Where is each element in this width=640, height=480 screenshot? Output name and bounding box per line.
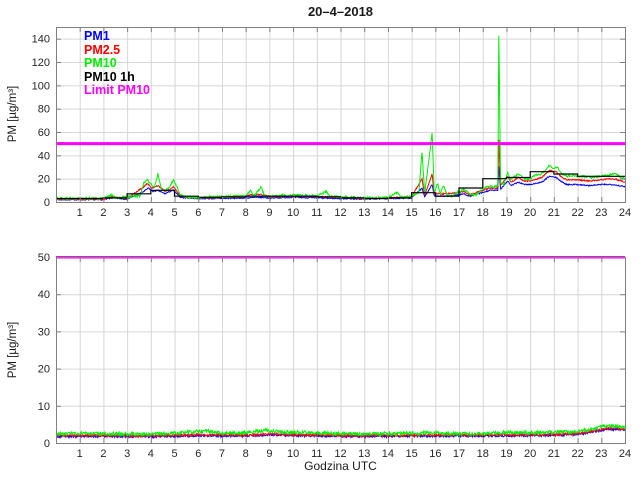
legend-item-pm1: PM1 bbox=[84, 29, 110, 43]
x-tick-label: 17 bbox=[453, 207, 465, 219]
x-tick-label: 6 bbox=[195, 448, 201, 460]
x-tick-label: 9 bbox=[266, 448, 272, 460]
x-tick-label: 12 bbox=[334, 207, 346, 219]
x-tick-label: 23 bbox=[595, 207, 607, 219]
subplot-0: 1 2 3 4 5 6 7 8 9 10 11 12 13 14 15 16 17 18 19 20 21 22 23 240… bbox=[32, 27, 631, 219]
x-tick-label: 10 bbox=[287, 207, 299, 219]
x-tick-label: 13 bbox=[358, 207, 370, 219]
x-tick-label: 12 bbox=[334, 448, 346, 460]
legend-item-pm10-1h: PM10 1h bbox=[84, 69, 135, 84]
x-tick-label: 21 bbox=[548, 207, 560, 219]
x-tick-label: 11 bbox=[311, 207, 322, 219]
legend-item-limit: Limit PM10 bbox=[84, 83, 150, 97]
x-tick-label: 16 bbox=[429, 207, 441, 219]
series-pm10-line bbox=[56, 423, 625, 438]
x-tick-label: 16 bbox=[429, 448, 441, 460]
x-tick-label: 22 bbox=[571, 207, 583, 219]
x-tick-label: 2 bbox=[100, 207, 106, 219]
x-tick-label: 5 bbox=[171, 207, 177, 219]
legend-item-pm25: PM2.5 bbox=[84, 42, 121, 57]
x-tick-label: 14 bbox=[382, 448, 394, 460]
x-tick-label: 2 bbox=[100, 448, 106, 460]
y-tick-label: 100 bbox=[32, 80, 50, 92]
subplot-1: 1 2 3 4 5 6 7 8 9 10 11 12 13 14 15 16 17 18 19 20 21 22 23 240… bbox=[38, 252, 631, 460]
x-tick-label: 24 bbox=[619, 207, 631, 219]
x-tick-label: 3 bbox=[124, 448, 130, 460]
x-tick-label: 8 bbox=[243, 448, 249, 460]
x-tick-label: 7 bbox=[219, 448, 225, 460]
y-tick-label: 0 bbox=[44, 197, 50, 209]
chart-title: 20–4–2018 bbox=[307, 4, 374, 19]
x-tick-label: 21 bbox=[548, 448, 560, 460]
x-tick-label: 20 bbox=[524, 448, 536, 460]
x-tick-label: 20 bbox=[524, 207, 536, 219]
x-tick-label: 19 bbox=[500, 207, 512, 219]
x-tick-label: 4 bbox=[148, 207, 154, 219]
tick-labels: 1 2 3 4 5 6 7 8 9 10 11 12 13 14 15 16 17 18 19 20 21 22 23 240… bbox=[32, 34, 631, 219]
x-tick-label: 23 bbox=[595, 448, 607, 460]
y-tick-label: 40 bbox=[38, 150, 50, 162]
y-axis-label-bottom: PM [µg/m³] bbox=[7, 321, 19, 379]
y-tick-label: 10 bbox=[38, 401, 50, 413]
legend: PM1 PM2.5 PM10 PM10 1h Limit PM10 bbox=[84, 29, 150, 98]
y-tick-label: 140 bbox=[32, 34, 50, 46]
x-tick-label: 15 bbox=[406, 207, 418, 219]
series-pm10-1h-line bbox=[56, 171, 625, 200]
x-tick-label: 18 bbox=[477, 207, 489, 219]
x-tick-label: 15 bbox=[406, 448, 418, 460]
legend-item-pm10: PM10 bbox=[84, 56, 117, 70]
x-tick-label: 9 bbox=[266, 207, 272, 219]
x-tick-label: 14 bbox=[382, 207, 394, 219]
x-tick-label: 3 bbox=[124, 207, 130, 219]
series-pm2-5-line bbox=[56, 426, 625, 439]
tick-labels: 1 2 3 4 5 6 7 8 9 10 11 12 13 14 15 16 17 18 19 20 21 22 23 240… bbox=[38, 252, 631, 460]
grid bbox=[56, 257, 626, 444]
y-axis-label-top: PM [µg/m³] bbox=[7, 85, 19, 143]
x-tick-label: 7 bbox=[219, 207, 225, 219]
x-tick-label: 1 bbox=[77, 448, 83, 460]
y-tick-label: 40 bbox=[38, 289, 50, 301]
tick-marks bbox=[56, 27, 626, 203]
x-tick-label: 18 bbox=[477, 448, 489, 460]
tick-marks bbox=[56, 257, 626, 444]
x-axis-label: Godzina UTC bbox=[304, 459, 377, 473]
y-tick-label: 20 bbox=[38, 364, 50, 376]
y-tick-label: 60 bbox=[38, 127, 50, 139]
x-tick-label: 22 bbox=[571, 448, 583, 460]
x-tick-label: 5 bbox=[171, 448, 177, 460]
y-tick-label: 0 bbox=[44, 438, 50, 450]
y-tick-label: 120 bbox=[32, 57, 50, 69]
x-tick-label: 24 bbox=[619, 448, 631, 460]
x-tick-label: 8 bbox=[243, 207, 249, 219]
x-tick-label: 10 bbox=[287, 448, 299, 460]
x-tick-label: 13 bbox=[358, 448, 370, 460]
x-tick-label: 4 bbox=[148, 448, 154, 460]
y-tick-label: 30 bbox=[38, 326, 50, 338]
x-tick-label: 11 bbox=[311, 448, 322, 460]
y-tick-label: 50 bbox=[38, 252, 50, 264]
y-tick-label: 20 bbox=[38, 174, 50, 186]
x-tick-label: 19 bbox=[500, 448, 512, 460]
x-tick-label: 1 bbox=[77, 207, 83, 219]
x-tick-label: 6 bbox=[195, 207, 201, 219]
x-tick-label: 17 bbox=[453, 448, 465, 460]
y-tick-label: 80 bbox=[38, 104, 50, 116]
